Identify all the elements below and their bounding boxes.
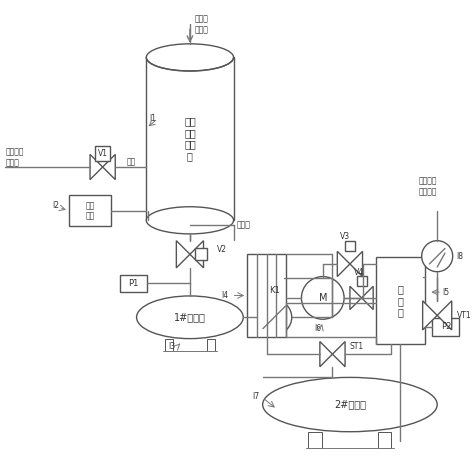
Text: P2: P2 — [441, 323, 451, 331]
Text: 纯度
取样: 纯度 取样 — [85, 201, 95, 220]
Bar — [432, 318, 459, 336]
Text: I2: I2 — [52, 201, 59, 210]
Bar — [207, 339, 215, 351]
Bar — [146, 58, 234, 220]
Text: 混合气
体输入: 混合气 体输入 — [195, 15, 209, 34]
Text: 精
馏
塔: 精 馏 塔 — [397, 284, 403, 318]
Text: VT1: VT1 — [456, 311, 471, 320]
Ellipse shape — [263, 378, 437, 431]
Text: V4: V4 — [354, 268, 364, 277]
Polygon shape — [190, 241, 203, 268]
Bar — [195, 248, 207, 260]
Ellipse shape — [137, 296, 243, 339]
Bar — [378, 431, 392, 448]
Text: V1: V1 — [98, 149, 108, 158]
Polygon shape — [103, 154, 115, 180]
Text: I5: I5 — [442, 288, 449, 296]
Polygon shape — [332, 342, 345, 367]
Text: 成品气: 成品气 — [237, 221, 250, 230]
Text: 1#暂存罐: 1#暂存罐 — [174, 312, 206, 322]
Polygon shape — [350, 251, 363, 277]
Polygon shape — [362, 286, 373, 309]
Text: I6: I6 — [314, 325, 321, 333]
Polygon shape — [437, 301, 452, 330]
Text: I8: I8 — [456, 252, 464, 261]
Polygon shape — [176, 241, 190, 268]
Text: M: M — [319, 293, 327, 303]
Ellipse shape — [146, 44, 234, 71]
Text: 2#暂存罐: 2#暂存罐 — [334, 400, 366, 409]
Text: 至有机膜
分离装置: 至有机膜 分离装置 — [418, 177, 437, 196]
Text: I1: I1 — [149, 114, 156, 123]
Bar — [247, 254, 286, 337]
Bar — [95, 146, 110, 161]
Text: V2: V2 — [217, 245, 227, 254]
Bar — [309, 431, 321, 448]
Bar — [69, 195, 111, 226]
Polygon shape — [350, 286, 362, 309]
Bar — [356, 276, 366, 286]
Polygon shape — [423, 301, 437, 330]
Text: V3: V3 — [340, 232, 350, 241]
Text: I7: I7 — [253, 392, 260, 401]
Text: P1: P1 — [128, 279, 139, 288]
Text: ST1: ST1 — [350, 342, 364, 351]
Polygon shape — [90, 154, 103, 180]
Text: 有机
膜分
离装
置: 有机 膜分 离装 置 — [184, 117, 196, 161]
Text: K1: K1 — [269, 286, 280, 295]
Bar — [345, 241, 356, 251]
Polygon shape — [320, 342, 332, 367]
Circle shape — [422, 241, 453, 272]
Polygon shape — [337, 251, 350, 277]
Circle shape — [257, 300, 292, 335]
Text: I4: I4 — [221, 291, 229, 300]
Bar — [120, 275, 147, 292]
Text: 至尾气处
理装置: 至尾气处 理装置 — [6, 148, 24, 167]
Circle shape — [301, 277, 344, 319]
Text: I3: I3 — [168, 342, 175, 351]
Bar — [164, 339, 173, 351]
Bar — [376, 257, 425, 344]
Ellipse shape — [146, 207, 234, 234]
Text: 尾气: 尾气 — [127, 158, 136, 166]
